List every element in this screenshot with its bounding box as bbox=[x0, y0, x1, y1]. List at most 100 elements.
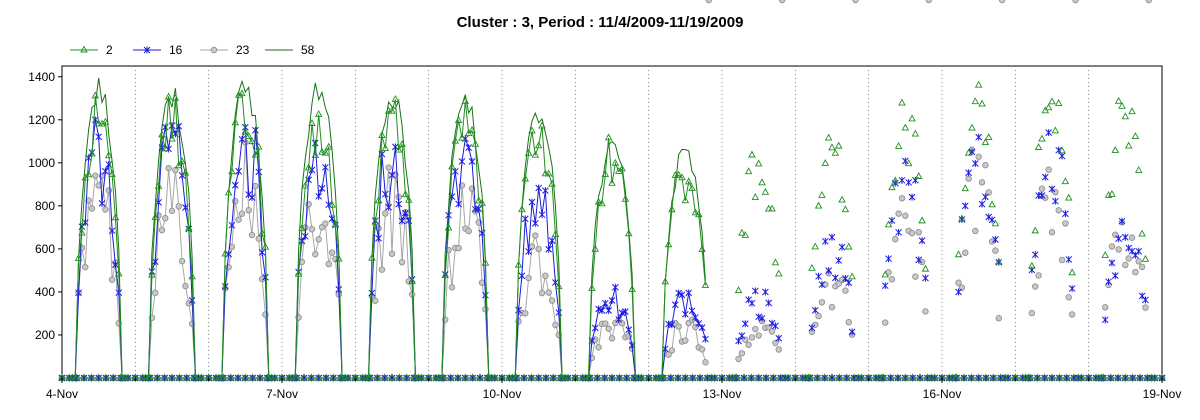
data-point bbox=[674, 170, 683, 178]
data-point bbox=[532, 232, 539, 239]
data-point bbox=[527, 373, 536, 381]
data-point bbox=[898, 195, 906, 202]
data-point bbox=[665, 351, 672, 358]
data-point bbox=[545, 245, 553, 253]
data-point bbox=[490, 373, 499, 381]
data-point bbox=[637, 373, 646, 381]
data-point bbox=[828, 303, 836, 311]
data-point bbox=[1028, 309, 1036, 317]
data-point bbox=[768, 328, 776, 335]
data-point bbox=[235, 167, 242, 175]
data-point bbox=[894, 141, 903, 149]
data-point bbox=[381, 144, 390, 151]
data-point bbox=[311, 150, 320, 158]
data-point bbox=[1048, 97, 1056, 105]
data-point bbox=[444, 223, 453, 231]
data-point bbox=[238, 89, 246, 97]
data-point bbox=[1105, 278, 1112, 286]
data-point bbox=[344, 373, 352, 381]
data-point bbox=[455, 244, 462, 252]
data-point bbox=[1051, 197, 1059, 205]
data-point bbox=[968, 148, 976, 156]
data-point bbox=[818, 281, 826, 289]
data-point bbox=[255, 168, 263, 176]
data-point bbox=[952, 373, 961, 381]
data-point bbox=[308, 119, 316, 126]
data-point bbox=[1128, 107, 1136, 115]
data-point bbox=[115, 269, 123, 277]
data-point bbox=[898, 176, 906, 184]
data-point bbox=[925, 0, 932, 4]
data-point bbox=[904, 159, 913, 167]
data-point bbox=[298, 237, 306, 245]
data-point bbox=[252, 182, 259, 190]
data-point bbox=[1134, 165, 1143, 173]
data-point bbox=[528, 126, 536, 134]
data-point bbox=[984, 133, 993, 140]
data-point bbox=[248, 137, 256, 145]
data-point bbox=[328, 200, 336, 208]
data-point bbox=[593, 373, 602, 381]
data-point bbox=[542, 373, 550, 381]
data-point bbox=[908, 373, 917, 381]
data-point bbox=[681, 196, 690, 204]
data-point bbox=[1062, 373, 1071, 381]
data-point bbox=[972, 227, 979, 235]
data-point bbox=[154, 181, 163, 189]
data-point bbox=[398, 258, 406, 266]
data-point bbox=[116, 373, 125, 381]
data-point bbox=[824, 133, 833, 141]
data-point bbox=[754, 373, 763, 381]
data-point bbox=[769, 373, 778, 381]
data-point bbox=[591, 244, 599, 252]
data-point bbox=[668, 205, 676, 213]
data-point bbox=[394, 145, 403, 153]
data-point bbox=[1077, 373, 1086, 381]
data-point bbox=[538, 289, 546, 297]
data-point bbox=[578, 373, 587, 381]
data-point bbox=[825, 267, 833, 275]
data-point bbox=[1092, 373, 1100, 381]
data-point bbox=[1141, 254, 1150, 262]
data-point bbox=[544, 169, 553, 177]
data-point bbox=[1143, 373, 1152, 381]
data-point bbox=[318, 147, 326, 155]
data-point bbox=[1122, 261, 1129, 269]
data-point bbox=[185, 223, 193, 231]
data-point bbox=[922, 274, 929, 282]
data-point bbox=[738, 228, 746, 236]
legend-item-16: 16 bbox=[133, 43, 183, 57]
data-point bbox=[160, 373, 169, 381]
data-point bbox=[915, 228, 922, 236]
data-point bbox=[301, 181, 310, 189]
data-point bbox=[696, 373, 704, 381]
data-point bbox=[238, 135, 246, 143]
data-point bbox=[1142, 304, 1149, 311]
data-point bbox=[85, 197, 92, 204]
data-point bbox=[475, 205, 483, 213]
data-point bbox=[1128, 373, 1137, 381]
data-point bbox=[748, 334, 756, 341]
data-point bbox=[1111, 272, 1119, 280]
data-point bbox=[978, 99, 986, 107]
data-point bbox=[95, 133, 103, 141]
data-point bbox=[226, 373, 235, 381]
data-point bbox=[178, 257, 186, 265]
data-point bbox=[525, 248, 532, 256]
data-point bbox=[684, 177, 693, 185]
data-point bbox=[838, 243, 846, 251]
data-point bbox=[586, 373, 594, 381]
data-point bbox=[960, 373, 968, 381]
data-point bbox=[188, 296, 196, 304]
data-point bbox=[548, 237, 556, 245]
data-point bbox=[535, 245, 542, 253]
data-point bbox=[373, 373, 382, 381]
data-point bbox=[528, 198, 536, 206]
data-point bbox=[378, 150, 386, 158]
data-point bbox=[385, 203, 393, 211]
data-point bbox=[395, 373, 404, 381]
data-point bbox=[768, 204, 776, 212]
data-point bbox=[175, 373, 184, 381]
data-point bbox=[1045, 166, 1052, 173]
data-point bbox=[398, 217, 406, 225]
